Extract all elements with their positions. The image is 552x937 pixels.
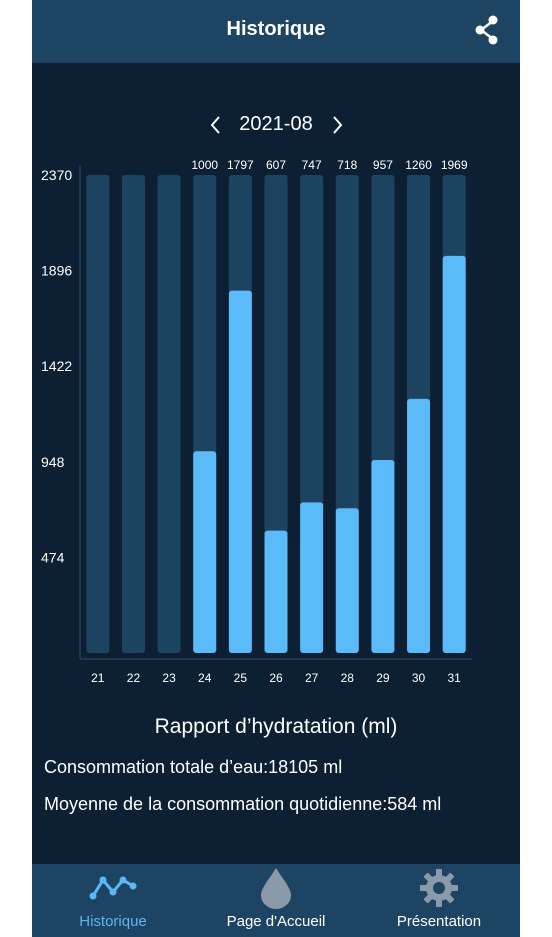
app-header: Historique (32, 0, 520, 63)
bar[interactable] (264, 530, 288, 653)
total-consumption: Consommation totale d’eau:18105 ml (44, 757, 342, 778)
previous-month-button[interactable] (207, 114, 225, 136)
y-tick-label: 1896 (41, 263, 72, 279)
gear-icon (420, 869, 458, 907)
y-tick-label: 948 (41, 454, 65, 470)
bar[interactable] (407, 398, 431, 653)
nav-label-presentation: Présentation (396, 913, 482, 930)
nav-item-historique[interactable]: Historique (32, 864, 194, 937)
bar-value-label: 607 (266, 158, 286, 172)
total-consumption-label: Consommation totale d’eau: (44, 757, 269, 777)
share-icon (475, 15, 498, 45)
bar-value-label: 1969 (441, 158, 468, 172)
app-screen: Historique 2021-08 2370 1896 1422 948 474 21 2… (32, 0, 520, 937)
x-tick-label: 25 (234, 671, 248, 685)
page-title: Historique (226, 18, 326, 40)
bar-track (121, 175, 145, 653)
y-tick-label: 2370 (41, 167, 72, 183)
total-consumption-value: 18105 ml (268, 757, 343, 777)
nav-item-page-accueil[interactable]: Page d'Accueil (195, 864, 357, 937)
x-tick-label: 21 (91, 671, 105, 685)
bar-track (157, 175, 181, 653)
x-tick-label: 24 (198, 671, 212, 685)
nav-label-page-accueil: Page d'Accueil (226, 913, 326, 930)
bar-value-label: 957 (373, 158, 393, 172)
bar-value-label: 718 (337, 158, 357, 172)
bar[interactable] (300, 502, 324, 653)
average-consumption-value: 584 ml (387, 794, 442, 814)
y-tick-label: 474 (41, 549, 65, 565)
x-tick-label: 22 (127, 671, 141, 685)
x-tick-label: 23 (162, 671, 176, 685)
x-tick-label: 26 (269, 671, 283, 685)
bar-value-label: 747 (302, 158, 322, 172)
chevron-left-icon (210, 116, 220, 134)
chevron-right-icon (333, 116, 343, 134)
report-title: Rapport d’hydratation (ml) (154, 715, 398, 738)
next-month-button[interactable] (328, 114, 346, 136)
bar[interactable] (371, 459, 395, 653)
hydration-chart: 2370 1896 1422 948 474 21 22 23 1000 24 1797 25 607 2… (32, 150, 520, 690)
water-drop-icon (261, 868, 291, 909)
bar[interactable] (228, 290, 252, 653)
bottom-navigation: Historique Page d'Accueil (32, 864, 520, 937)
bar[interactable] (442, 255, 466, 653)
bar-value-label: 1260 (405, 158, 432, 172)
month-navigator: 2021-08 (32, 110, 520, 140)
bar[interactable] (193, 451, 217, 653)
average-consumption: Moyenne de la consommation quotidienne:5… (44, 794, 441, 815)
share-button[interactable] (472, 14, 502, 46)
bar-value-label: 1797 (227, 158, 254, 172)
chart-line-icon (89, 876, 137, 900)
bar-value-label: 1000 (191, 158, 218, 172)
month-label: 2021-08 (239, 113, 313, 135)
bar[interactable] (335, 508, 359, 653)
x-tick-label: 28 (341, 671, 355, 685)
x-tick-label: 29 (376, 671, 390, 685)
x-tick-label: 31 (448, 671, 462, 685)
nav-label-historique: Historique (79, 913, 147, 930)
x-tick-label: 30 (412, 671, 426, 685)
bar-chart-svg: 2370 1896 1422 948 474 21 22 23 1000 24 1797 25 607 2… (41, 158, 472, 685)
y-tick-label: 1422 (41, 358, 72, 374)
bar-track (86, 175, 110, 653)
x-tick-label: 27 (305, 671, 319, 685)
average-consumption-label: Moyenne de la consommation quotidienne: (44, 794, 388, 814)
nav-item-presentation[interactable]: Présentation (358, 864, 520, 937)
